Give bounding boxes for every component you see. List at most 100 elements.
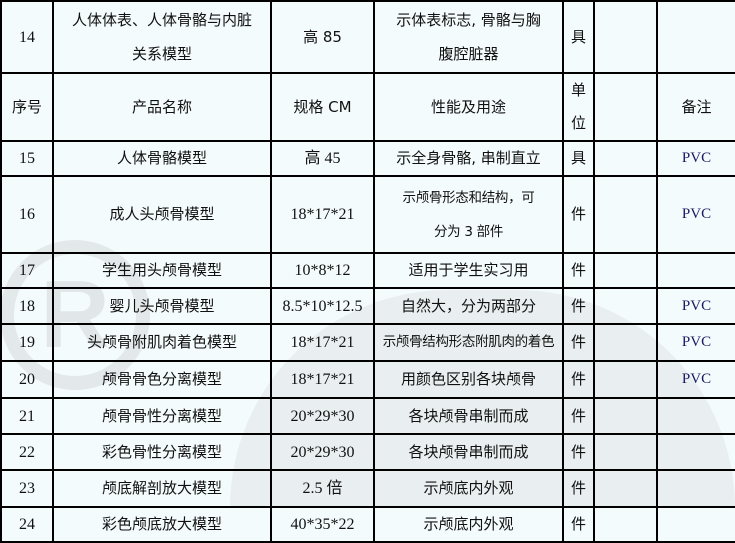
cell-note [656, 252, 735, 289]
cell-note: PVC [656, 323, 735, 362]
cell-extra [593, 287, 658, 325]
cell-note [656, 397, 735, 435]
use-line: 示颅骨形态和结构，可 [402, 189, 535, 206]
cell-extra [593, 397, 658, 435]
header-use: 性能及用途 [373, 72, 564, 142]
cell-use: 示颅骨形态和结构，可 分为 3 部件 [373, 175, 564, 254]
cell-unit: 件 [562, 252, 595, 289]
cell-extra [593, 175, 658, 254]
cell-extra [593, 323, 658, 362]
cell-note [656, 0, 735, 74]
header-note: 备注 [656, 72, 735, 142]
cell-extra [593, 252, 658, 289]
cell-spec: 高 85 [270, 0, 375, 74]
cell-no: 20 [0, 360, 54, 399]
table-row: 24 彩色颅底放大模型 40*35*22 示颅底内外观件 [0, 506, 735, 543]
cell-no: 21 [0, 397, 54, 435]
cell-unit: 件 [562, 360, 595, 399]
cell-unit: 件 [562, 287, 595, 325]
cell-use: 自然大，分为两部分 [373, 287, 564, 325]
table-row: 21 颅骨骨性分离模型 20*29*30 各块颅骨串制而成件 [0, 397, 735, 435]
cell-note: PVC [656, 140, 735, 177]
cell-extra [593, 360, 658, 399]
use-line: 分为 3 部件 [433, 223, 504, 240]
cell-spec: 2.5 倍 [270, 469, 375, 508]
cell-unit: 件 [562, 175, 595, 254]
cell-unit: 具 [562, 0, 595, 74]
cell-unit: 件 [562, 323, 595, 362]
cell-spec: 18*17*21 [270, 360, 375, 399]
cell-use: 用颜色区别各块颅骨 [373, 360, 564, 399]
cell-spec: 18*17*21 [270, 323, 375, 362]
cell-use: 示全身骨骼, 串制直立 [373, 140, 564, 177]
cell-note: PVC [656, 287, 735, 325]
header-no: 序号 [0, 72, 54, 142]
cell-use: 示体表标志, 骨骼与胸 腹腔脏器 [373, 0, 564, 74]
cell-spec: 高 45 [270, 140, 375, 177]
cell-spec: 20*29*30 [270, 433, 375, 471]
cell-extra [593, 433, 658, 471]
cell-name: 婴儿头颅骨模型 [52, 287, 272, 325]
cell-name: 人体体表、人体骨骼与内脏 关系模型 [52, 0, 272, 74]
use-line: 腹腔脏器 [438, 45, 499, 63]
cell-no: 19 [0, 323, 54, 362]
header-row: 序号 产品名称 规格 CM 性能及用途 单位 备注 [0, 72, 735, 142]
cell-no: 18 [0, 287, 54, 325]
cell-extra [593, 0, 658, 74]
cell-no: 23 [0, 469, 54, 508]
cell-use: 各块颅骨串制而成 [373, 433, 564, 471]
table-row: 16 成人头颅骨模型 18*17*21 示颅骨形态和结构，可 分为 3 部件件 PVC [0, 175, 735, 254]
cell-unit: 件 [562, 397, 595, 435]
name-line: 关系模型 [131, 45, 192, 63]
cell-name: 颅骨骨性分离模型 [52, 397, 272, 435]
cell-no: 15 [0, 140, 54, 177]
table-row: 23 颅底解剖放大模型 2.5 倍示颅底内外观件 [0, 469, 735, 508]
table-row: 18 婴儿头颅骨模型 8.5*10*12.5 自然大，分为两部分件 PVC [0, 287, 735, 325]
header-spec: 规格 CM [270, 72, 375, 142]
cell-extra [593, 506, 658, 543]
header-name: 产品名称 [52, 72, 272, 142]
cell-use: 示颅底内外观 [373, 506, 564, 543]
cell-note [656, 469, 735, 508]
name-line: 人体体表、人体骨骼与内脏 [71, 11, 252, 29]
cell-use: 示颅底内外观 [373, 469, 564, 508]
cell-use: 各块颅骨串制而成 [373, 397, 564, 435]
cell-name: 学生用头颅骨模型 [52, 252, 272, 289]
cell-note [656, 506, 735, 543]
cell-spec: 10*8*12 [270, 252, 375, 289]
cell-unit: 具 [562, 140, 595, 177]
table-row: 20 颅骨骨色分离模型 18*17*21 用颜色区别各块颅骨件 PVC [0, 360, 735, 399]
cell-unit: 件 [562, 469, 595, 508]
cell-no: 17 [0, 252, 54, 289]
cell-unit: 件 [562, 433, 595, 471]
cell-name: 彩色颅底放大模型 [52, 506, 272, 543]
cell-extra [593, 140, 658, 177]
cell-no: 16 [0, 175, 54, 254]
cell-name: 颅骨骨色分离模型 [52, 360, 272, 399]
cell-name: 成人头颅骨模型 [52, 175, 272, 254]
cell-name: 头颅骨附肌肉着色模型 [52, 323, 272, 362]
cell-name: 人体骨骼模型 [52, 140, 272, 177]
cell-no: 14 [0, 0, 54, 74]
use-line: 示体表标志, 骨骼与胸 [396, 11, 541, 29]
header-extra [593, 72, 658, 142]
table-row: 17 学生用头颅骨模型 10*8*12 适用于学生实习用件 [0, 252, 735, 289]
table-row: 22 彩色骨性分离模型 20*29*30 各块颅骨串制而成件 [0, 433, 735, 471]
cell-unit: 件 [562, 506, 595, 543]
cell-extra [593, 469, 658, 508]
cell-note: PVC [656, 175, 735, 254]
cell-name: 颅底解剖放大模型 [52, 469, 272, 508]
cell-no: 24 [0, 506, 54, 543]
table-row: 14 人体体表、人体骨骼与内脏 关系模型 高 85 示体表标志, 骨骼与胸 腹腔脏器… [0, 0, 735, 74]
cell-use: 适用于学生实习用 [373, 252, 564, 289]
cell-note: PVC [656, 360, 735, 399]
cell-no: 22 [0, 433, 54, 471]
cell-spec: 20*29*30 [270, 397, 375, 435]
cell-use: 示颅骨结构形态附肌肉的着色 [373, 323, 564, 362]
table-row: 19 头颅骨附肌肉着色模型 18*17*21 示颅骨结构形态附肌肉的着色件 PVC [0, 323, 735, 362]
cell-name: 彩色骨性分离模型 [52, 433, 272, 471]
cell-note [656, 433, 735, 471]
cell-spec: 40*35*22 [270, 506, 375, 543]
header-unit: 单位 [562, 72, 595, 142]
